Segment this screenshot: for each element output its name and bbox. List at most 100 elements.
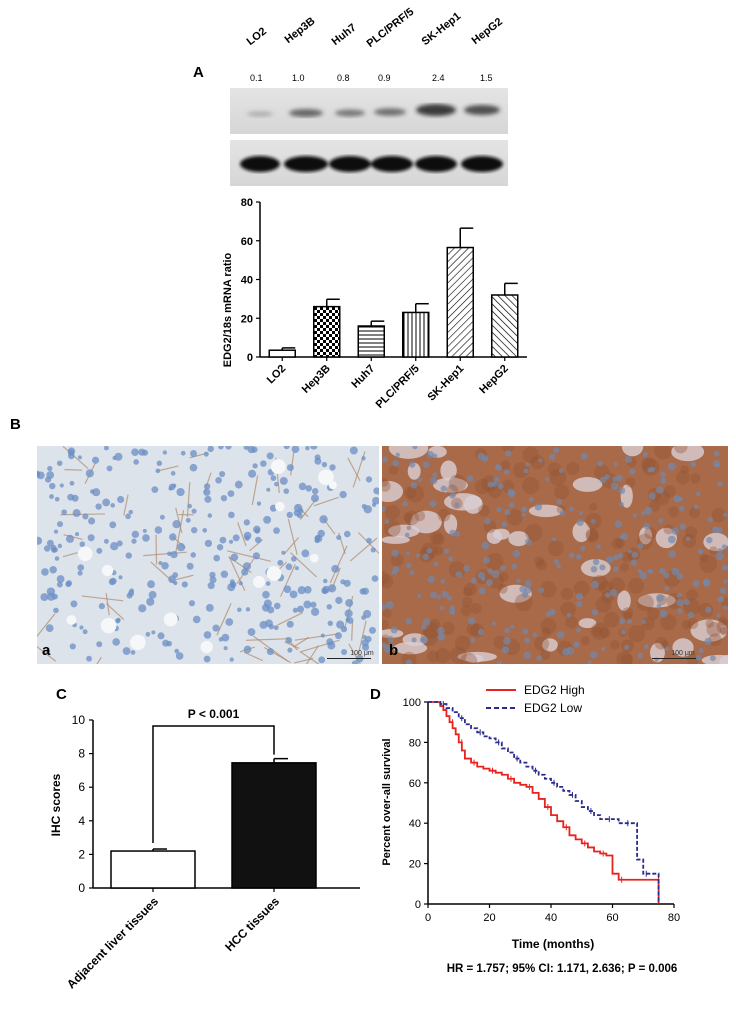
stained-cytoplasm: [585, 528, 599, 541]
sinusoid-stain: [305, 645, 319, 664]
nucleus: [130, 650, 136, 655]
nucleus: [219, 536, 227, 544]
stroma: [463, 495, 483, 514]
vacuole: [77, 546, 93, 562]
stained-cytoplasm: [565, 615, 578, 629]
legend-label: EDG2 High: [524, 683, 585, 697]
x-tick-label: Hep3B: [300, 363, 333, 396]
nucleus: [266, 648, 274, 656]
lane-density: 1.5: [480, 73, 493, 83]
nucleus: [175, 652, 184, 660]
y-tick-label: 0: [78, 881, 85, 895]
stained-cytoplasm: [674, 446, 688, 454]
stroma: [578, 618, 597, 629]
nucleus: [536, 655, 542, 661]
nucleus: [612, 476, 619, 483]
stroma: [393, 641, 428, 655]
nucleus: [259, 620, 268, 629]
sinusoid-stain: [294, 657, 314, 664]
nucleus: [161, 562, 169, 570]
nucleus: [289, 590, 298, 599]
panel-label-b: B: [10, 416, 21, 433]
stained-cytoplasm: [428, 618, 441, 631]
sinusoid-stain: [299, 498, 317, 520]
nucleus: [361, 639, 369, 647]
nucleus: [229, 539, 234, 544]
nucleus: [59, 483, 64, 488]
stained-cytoplasm: [699, 555, 718, 573]
nucleus: [148, 590, 157, 599]
y-tick-label: 60: [409, 778, 421, 790]
y-tick-label: 80: [241, 197, 253, 209]
nucleus: [422, 618, 431, 626]
nucleus: [591, 609, 599, 616]
nucleus: [592, 558, 600, 566]
nucleus: [67, 493, 75, 501]
stained-cytoplasm: [620, 562, 629, 572]
nucleus: [671, 527, 680, 535]
nucleus: [318, 656, 326, 664]
nucleus: [65, 581, 72, 588]
nucleus: [426, 548, 433, 554]
y-tick-label: 40: [409, 818, 421, 830]
vacuole: [163, 612, 178, 627]
nucleus: [186, 562, 194, 570]
nucleus: [370, 547, 376, 553]
nucleus: [69, 643, 76, 650]
sinusoid-stain: [123, 494, 129, 516]
nucleus: [466, 475, 474, 482]
nucleus: [304, 586, 312, 594]
nucleus: [487, 568, 493, 574]
nucleus: [303, 600, 312, 609]
nucleus: [705, 606, 712, 613]
lane-label: Hep3B: [282, 15, 318, 47]
nucleus: [553, 559, 559, 565]
nucleus: [187, 503, 193, 509]
nucleus: [82, 629, 88, 635]
nucleus: [391, 549, 399, 557]
nucleus: [576, 518, 584, 527]
nucleus: [294, 566, 299, 571]
nucleus: [265, 581, 271, 586]
nucleus: [252, 552, 261, 560]
sinusoid-stain: [237, 522, 247, 547]
nucleus: [108, 578, 116, 586]
nucleus: [429, 500, 437, 508]
km-ylabel: Percent over-all survival: [381, 738, 393, 865]
nucleus: [283, 446, 290, 450]
nucleus: [454, 502, 460, 508]
nucleus: [286, 620, 294, 628]
nucleus: [486, 579, 493, 586]
stained-cytoplasm: [566, 461, 580, 476]
nucleus: [432, 472, 438, 478]
bar: [446, 246, 474, 358]
nucleus: [192, 615, 201, 624]
nucleus: [454, 530, 461, 537]
sinusoid-stain: [294, 633, 340, 641]
nucleus: [151, 630, 156, 635]
nucleus: [659, 567, 666, 575]
sinusoid-stain: [313, 496, 339, 507]
nucleus: [704, 637, 712, 646]
stained-cytoplasm: [514, 593, 533, 612]
vacuole: [318, 469, 334, 486]
nucleus: [41, 568, 49, 576]
sinusoid-stain: [186, 482, 191, 518]
nucleus: [172, 520, 181, 529]
nucleus: [207, 513, 213, 518]
nucleus: [395, 452, 400, 458]
nucleus: [392, 459, 400, 467]
nucleus: [642, 451, 648, 458]
nucleus: [176, 487, 185, 497]
nucleus: [274, 481, 279, 487]
nucleus: [440, 578, 446, 584]
nucleus: [340, 625, 348, 633]
nucleus: [706, 536, 713, 544]
nucleus: [713, 450, 720, 457]
x-tick-label: Adjacent liver tissues: [64, 894, 161, 991]
nucleus: [156, 460, 163, 467]
nucleus: [573, 641, 580, 648]
nucleus: [534, 503, 542, 511]
stained-cytoplasm: [446, 484, 459, 497]
stained-cytoplasm: [560, 601, 576, 618]
